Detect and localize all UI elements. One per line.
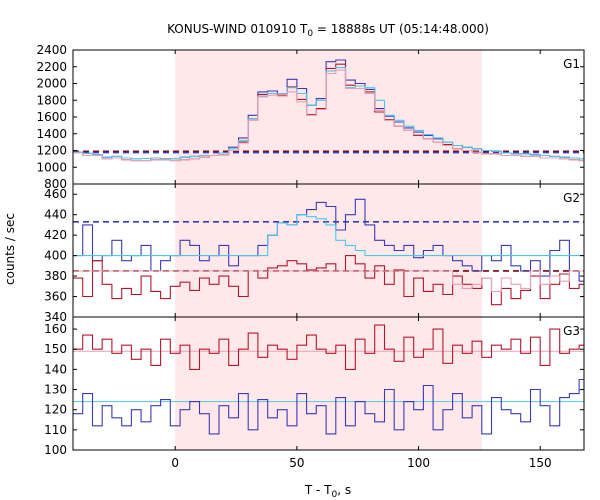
y-tick-label: 2400 [36,43,67,57]
y-tick-label: 1800 [36,93,67,107]
shaded-interval [175,50,482,184]
y-tick-label: 360 [44,290,67,304]
panel-g3: 100 110 120 130 140 150 160 0 50 100 150 G3 [44,316,585,470]
y-tick-label: 120 [44,403,67,417]
series-red-line [73,324,584,370]
x-tick-label: 100 [407,456,430,470]
title-subscript: 0 [307,29,313,39]
y-tick-label: 1000 [36,160,67,174]
panel-g2: 340 360 380 400 420 440 460 G2 [44,183,585,324]
y-tick-label: 130 [44,383,67,397]
panel-label: G1 [563,57,580,71]
panel-frame [72,316,585,451]
panels-group: 80010001200140016001800200022002400G1340… [36,43,585,470]
y-tick-label: 1200 [36,144,67,158]
y-tick-label: 800 [44,177,67,191]
y-tick-label: 420 [44,228,67,242]
y-tick-label: 380 [44,269,67,283]
series-red-line [73,255,584,306]
series-pink-line [73,270,584,292]
y-tick-label: 1600 [36,110,67,124]
plot-area [73,324,584,435]
y-axis-label: counts / sec [3,213,17,285]
xlabel-subscript: 0 [332,490,338,500]
plot-area [73,59,584,162]
y-tick-label: 440 [44,208,67,222]
figure-title: KONUS-WIND 010910 T0 = 18888s UT (05:14:… [167,22,489,39]
y-tick-label: 110 [44,423,67,437]
shaded-interval [175,184,482,317]
x-tick-label: 50 [289,456,304,470]
plot-area [73,198,584,306]
y-tick-label: 160 [44,322,67,336]
series-blue-line [73,378,584,435]
xlabel-main: T - T [304,483,332,497]
y-tick-label: 140 [44,362,67,376]
series-cyan-line [73,214,584,257]
y-tick-label: 1400 [36,127,67,141]
y-tick-label: 340 [44,310,67,324]
y-tick-label: 100 [44,443,67,457]
y-tick-label: 150 [44,342,67,356]
title-main: KONUS-WIND 010910 T [167,22,308,36]
x-tick-label: 0 [171,456,179,470]
y-tick-label: 460 [44,187,67,201]
panel-label: G3 [563,324,580,338]
y-tick-label: 2000 [36,77,67,91]
x-axis-label: T - T0, s [304,483,351,500]
y-tick-label: 400 [44,249,67,263]
panel-label: G2 [563,191,580,205]
panel-g1: 800 1000 1200 1400 1600 1800 2000 2200 2400 G1 [36,43,585,191]
xlabel-rest: , s [337,483,351,497]
title-rest: = 18888s UT (05:14:48.000) [313,22,489,36]
y-tick-label: 2200 [36,60,67,74]
series-pink-line [73,69,584,162]
x-tick-label: 150 [529,456,552,470]
series-cyan-line [73,67,584,160]
